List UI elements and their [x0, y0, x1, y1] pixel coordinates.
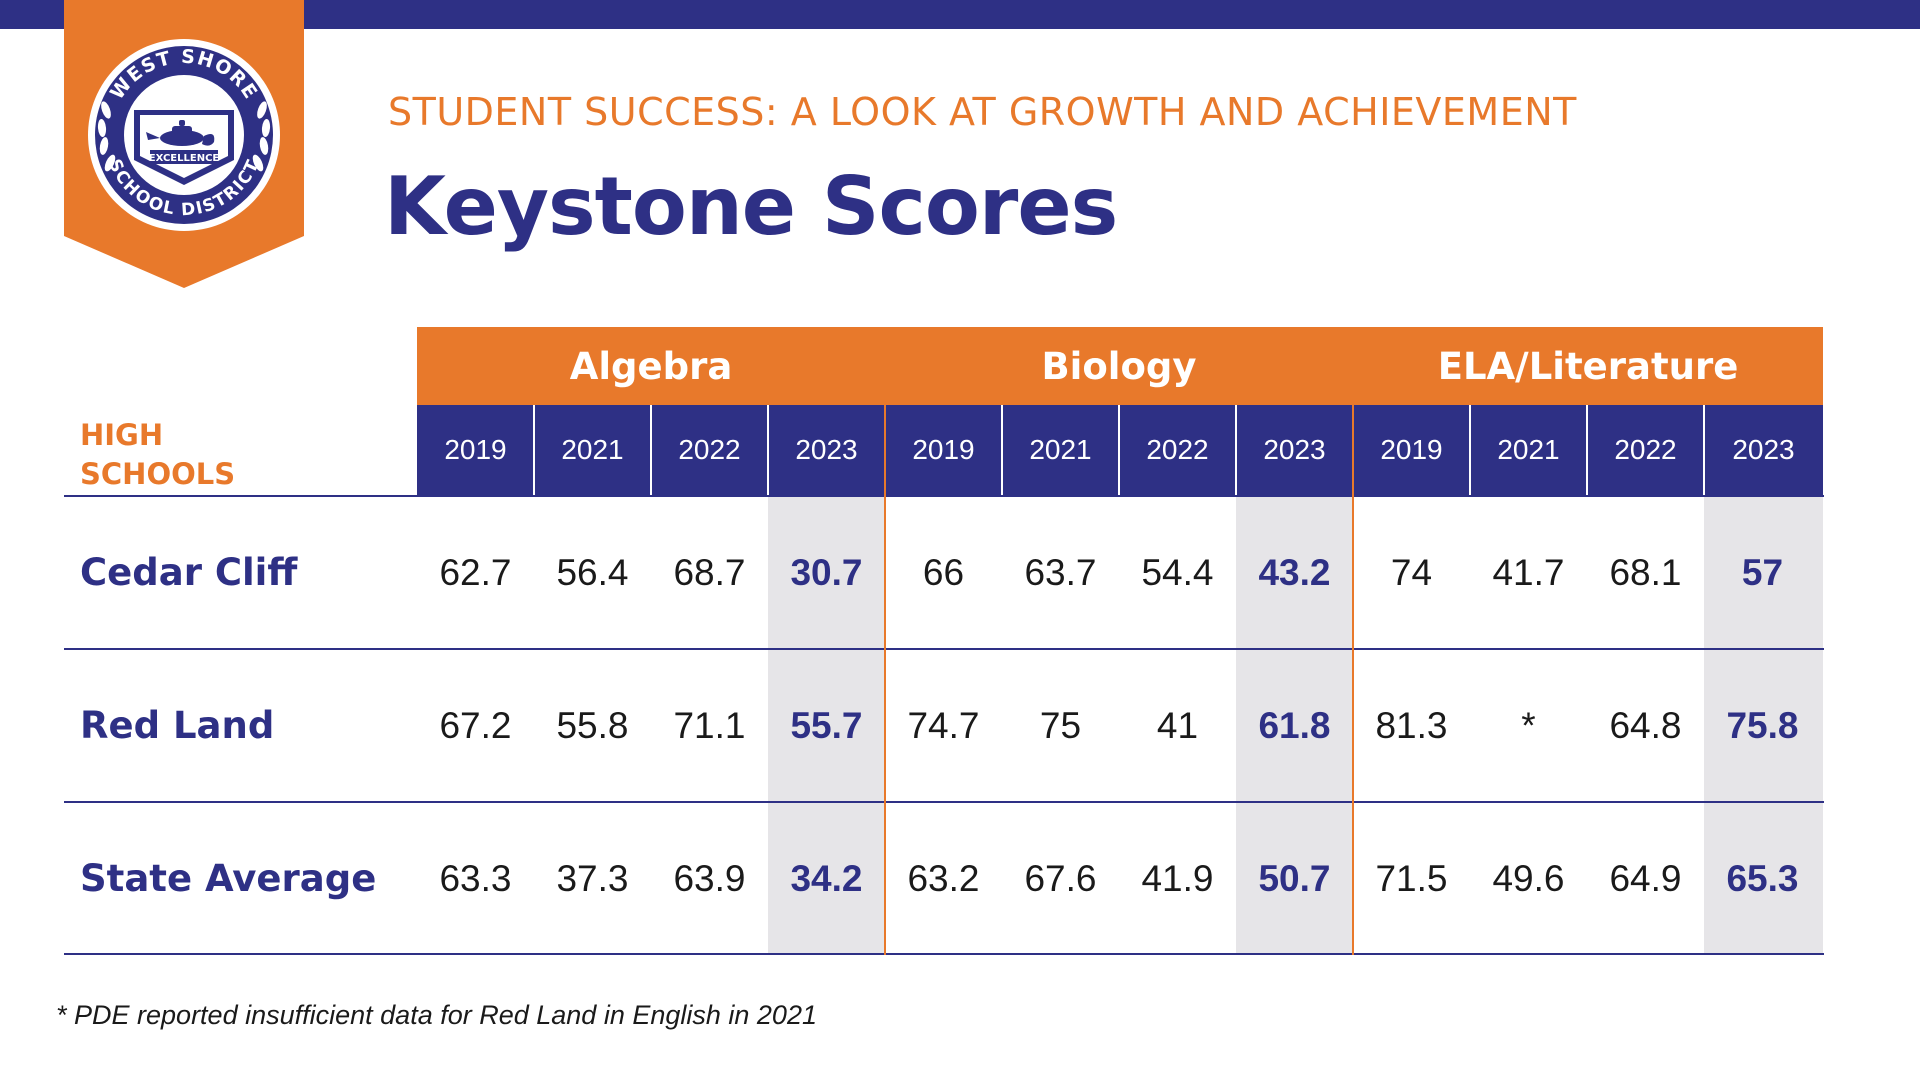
year-header: 2022: [1587, 405, 1704, 495]
score-cell-2023: 50.7: [1258, 858, 1331, 899]
row-header-line-2: SCHOOLS: [80, 457, 236, 491]
score-cell-2023: 30.7: [790, 552, 863, 593]
year-divider: [533, 405, 535, 495]
score-cell: 67.6: [1024, 858, 1097, 899]
score-cell: 74: [1390, 552, 1433, 593]
svg-text:EXCELLENCE: EXCELLENCE: [149, 153, 220, 164]
score-cell-2023: 55.7: [790, 705, 863, 746]
year-header: 2019: [417, 405, 534, 495]
year-header: 2021: [1470, 405, 1587, 495]
subject-header-biology: Biology: [885, 327, 1353, 405]
score-cell: 74.7: [907, 705, 980, 746]
page-subtitle: STUDENT SUCCESS: A LOOK AT GROWTH AND AC…: [388, 90, 1577, 134]
header-rule: [64, 495, 1824, 497]
subject-divider: [884, 327, 886, 955]
year-header: 2019: [1353, 405, 1470, 495]
score-cell: 68.7: [673, 552, 746, 593]
subject-header-ela: ELA/Literature: [1353, 327, 1823, 405]
year-header: 2021: [1002, 405, 1119, 495]
year-divider: [1703, 405, 1705, 495]
row-divider: [64, 648, 1824, 650]
subject-header-algebra: Algebra: [417, 327, 885, 405]
score-cell: 62.7: [439, 552, 512, 593]
top-bar: [0, 0, 1920, 29]
score-cell: 71.1: [673, 705, 746, 746]
score-cell-2023: 75.8: [1726, 705, 1799, 746]
year-divider: [1469, 405, 1471, 495]
subject-divider: [1352, 327, 1354, 955]
year-header: 2023: [1236, 405, 1353, 495]
highlight-column-algebra-2023: [768, 497, 885, 955]
school-name: Red Land: [80, 704, 275, 747]
score-cell: 68.1: [1609, 552, 1682, 593]
row-header-line-1: HIGH: [80, 418, 164, 452]
score-cell: 55.8: [556, 705, 629, 746]
year-header: 2023: [1704, 405, 1823, 495]
score-cell-2023: 61.8: [1258, 705, 1331, 746]
year-header: 2021: [534, 405, 651, 495]
page-title: Keystone Scores: [384, 160, 1118, 253]
score-cell: 41: [1156, 705, 1199, 746]
year-divider: [1235, 405, 1237, 495]
score-cell: 63.2: [907, 858, 980, 899]
score-cell-asterisk: *: [1521, 705, 1536, 746]
score-cell: 56.4: [556, 552, 629, 593]
score-cell: 67.2: [439, 705, 512, 746]
score-cell-2023: 57: [1741, 552, 1784, 593]
table-bottom-rule: [64, 953, 1824, 955]
score-cell: 63.7: [1024, 552, 1097, 593]
school-name: Cedar Cliff: [80, 551, 298, 594]
score-cell: 37.3: [556, 858, 629, 899]
score-cell: 64.9: [1609, 858, 1682, 899]
year-header: 2023: [768, 405, 885, 495]
year-header: 2022: [651, 405, 768, 495]
footnote: * PDE reported insufficient data for Red…: [56, 1000, 817, 1030]
year-divider: [650, 405, 652, 495]
year-divider: [1586, 405, 1588, 495]
score-cell: 63.9: [673, 858, 746, 899]
highlight-column-biology-2023: [1236, 497, 1353, 955]
year-divider: [1001, 405, 1003, 495]
row-divider: [64, 801, 1824, 803]
school-name: State Average: [80, 857, 377, 900]
district-logo-banner: WEST SHORE SCHOOL DISTRICT EXCELLE: [64, 0, 304, 288]
score-cell: 54.4: [1141, 552, 1214, 593]
highlight-column-ela-2023: [1704, 497, 1823, 955]
score-cell-2023: 43.2: [1258, 552, 1331, 593]
year-divider: [1118, 405, 1120, 495]
year-header: 2022: [1119, 405, 1236, 495]
score-cell: 75: [1039, 705, 1082, 746]
score-cell: 41.9: [1141, 858, 1214, 899]
score-cell: 81.3: [1375, 705, 1448, 746]
score-cell: 66: [922, 552, 965, 593]
year-divider: [767, 405, 769, 495]
row-header-label: HIGH SCHOOLS: [80, 416, 235, 494]
score-cell: 63.3: [439, 858, 512, 899]
year-header: 2019: [885, 405, 1002, 495]
score-cell: 64.8: [1609, 705, 1682, 746]
score-cell: 49.6: [1492, 858, 1565, 899]
score-cell: 41.7: [1492, 552, 1565, 593]
score-cell-2023: 65.3: [1726, 858, 1799, 899]
score-cell: 71.5: [1375, 858, 1448, 899]
score-cell-2023: 34.2: [790, 858, 863, 899]
